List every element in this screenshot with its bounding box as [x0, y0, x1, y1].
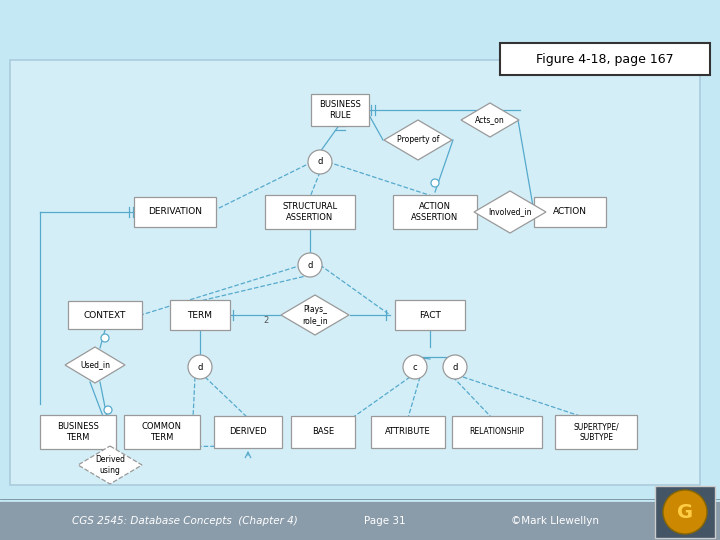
Text: BUSINESS
RULE: BUSINESS RULE — [319, 100, 361, 120]
FancyBboxPatch shape — [265, 195, 355, 229]
FancyBboxPatch shape — [68, 301, 142, 329]
Text: DERIVATION: DERIVATION — [148, 207, 202, 217]
FancyBboxPatch shape — [134, 197, 216, 227]
Text: d: d — [318, 158, 323, 166]
Circle shape — [663, 490, 707, 534]
Text: Used_in: Used_in — [80, 361, 110, 369]
FancyBboxPatch shape — [534, 197, 606, 227]
Text: 2: 2 — [263, 316, 269, 325]
FancyBboxPatch shape — [393, 195, 477, 229]
Circle shape — [188, 355, 212, 379]
Text: c: c — [413, 362, 418, 372]
Text: CONTEXT: CONTEXT — [84, 310, 126, 320]
Text: d: d — [197, 362, 203, 372]
FancyBboxPatch shape — [170, 300, 230, 330]
Text: BASE: BASE — [312, 428, 334, 436]
Circle shape — [101, 334, 109, 342]
Text: Derived
using: Derived using — [95, 455, 125, 475]
Text: ACTION
ASSERTION: ACTION ASSERTION — [411, 202, 459, 222]
Polygon shape — [281, 295, 349, 335]
FancyBboxPatch shape — [395, 300, 465, 330]
FancyBboxPatch shape — [291, 416, 355, 448]
FancyBboxPatch shape — [655, 486, 715, 538]
Text: Figure 4-18, page 167: Figure 4-18, page 167 — [536, 52, 674, 65]
FancyBboxPatch shape — [10, 60, 700, 485]
Polygon shape — [65, 347, 125, 383]
Circle shape — [298, 253, 322, 277]
Text: d: d — [307, 260, 312, 269]
Text: FACT: FACT — [419, 310, 441, 320]
Text: COMMON
TERM: COMMON TERM — [142, 422, 182, 442]
Circle shape — [308, 150, 332, 174]
Text: STRUCTURAL
ASSERTION: STRUCTURAL ASSERTION — [282, 202, 338, 222]
Text: d: d — [452, 362, 458, 372]
Text: ATTRIBUTE: ATTRIBUTE — [385, 428, 431, 436]
Text: ACTION: ACTION — [553, 207, 587, 217]
Text: RELATIONSHIP: RELATIONSHIP — [469, 428, 524, 436]
Text: Acts_on: Acts_on — [475, 116, 505, 125]
Circle shape — [104, 406, 112, 414]
Circle shape — [403, 355, 427, 379]
FancyBboxPatch shape — [311, 94, 369, 126]
Polygon shape — [78, 446, 142, 484]
FancyBboxPatch shape — [452, 416, 542, 448]
Polygon shape — [461, 103, 519, 137]
Text: ©Mark Llewellyn: ©Mark Llewellyn — [511, 516, 599, 526]
Circle shape — [431, 179, 439, 187]
Text: Plays_
role_in: Plays_ role_in — [302, 305, 328, 325]
Text: CGS 2545: Database Concepts  (Chapter 4): CGS 2545: Database Concepts (Chapter 4) — [72, 516, 298, 526]
Text: Page 31: Page 31 — [364, 516, 406, 526]
Text: Property of: Property of — [397, 136, 439, 145]
Polygon shape — [384, 120, 452, 160]
FancyBboxPatch shape — [371, 416, 445, 448]
FancyBboxPatch shape — [555, 415, 637, 449]
Polygon shape — [474, 191, 546, 233]
Text: BUSINESS
TERM: BUSINESS TERM — [57, 422, 99, 442]
FancyBboxPatch shape — [500, 43, 710, 75]
Text: TERM: TERM — [187, 310, 212, 320]
FancyBboxPatch shape — [0, 502, 720, 540]
Text: DERIVED: DERIVED — [229, 428, 267, 436]
FancyBboxPatch shape — [40, 415, 116, 449]
Text: Involved_in: Involved_in — [488, 207, 532, 217]
Text: G: G — [677, 503, 693, 522]
FancyBboxPatch shape — [124, 415, 200, 449]
Circle shape — [443, 355, 467, 379]
Text: SUPERTYPE/
SUBTYPE: SUPERTYPE/ SUBTYPE — [573, 422, 619, 442]
FancyBboxPatch shape — [214, 416, 282, 448]
